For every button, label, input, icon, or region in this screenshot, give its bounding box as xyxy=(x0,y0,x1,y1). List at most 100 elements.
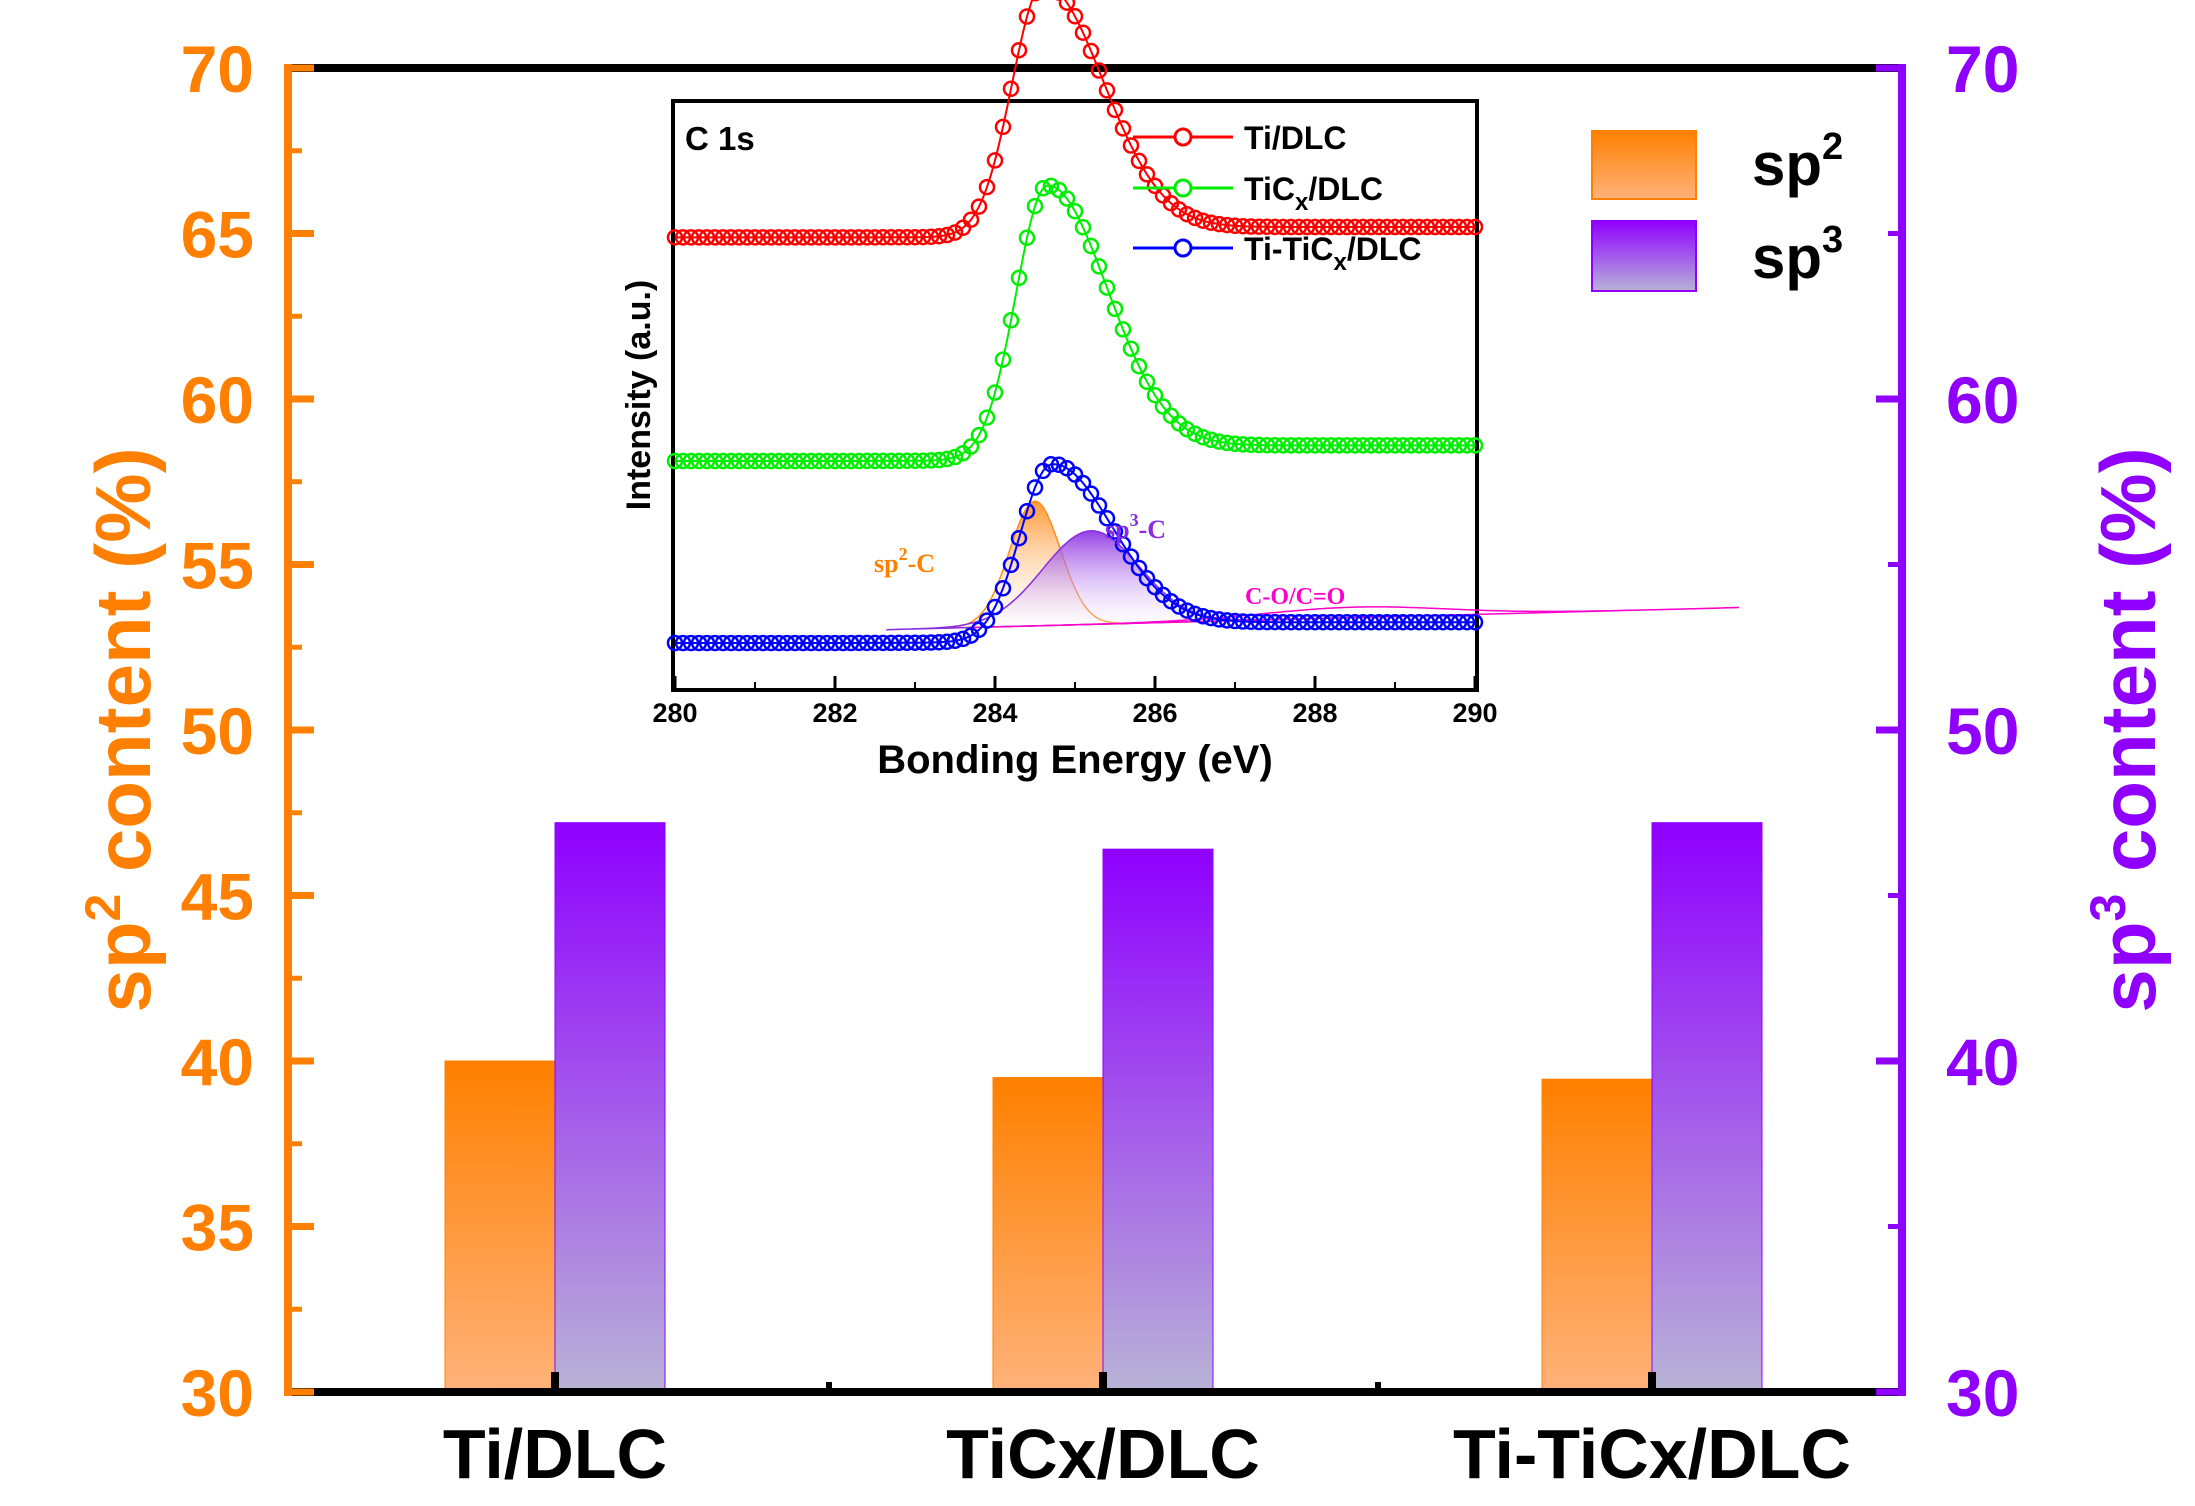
inset-marker xyxy=(858,229,876,246)
right-tick-label: 30 xyxy=(1946,1356,2019,1430)
inset-marker xyxy=(666,229,684,246)
inset-marker xyxy=(882,634,900,652)
inset-marker xyxy=(786,452,804,470)
inset-marker xyxy=(1034,180,1052,197)
inset-marker xyxy=(1410,437,1428,454)
legend-label-sp3: sp3 xyxy=(1752,219,1843,291)
legend: sp2 sp3 xyxy=(1591,126,1843,292)
inset-marker xyxy=(866,452,884,470)
x-axis-ticks: Ti/DLC TiCx/DLC Ti-TiCx/DLC xyxy=(443,1372,1851,1493)
inset-marker xyxy=(986,152,1004,169)
inset-marker xyxy=(994,580,1012,597)
inset-marker xyxy=(1122,548,1140,565)
left-y-axis-ticks: 30 35 40 45 50 55 60 65 70 xyxy=(181,32,314,1430)
inset-marker xyxy=(1114,321,1132,338)
legend-swatch-sp2 xyxy=(1591,130,1697,200)
left-tick-label: 55 xyxy=(181,529,254,603)
inset-marker xyxy=(1170,598,1188,615)
inset-marker xyxy=(1354,437,1372,454)
inset-legend-marker-2 xyxy=(1173,238,1193,258)
inset-marker xyxy=(962,438,980,455)
inset-marker xyxy=(1362,218,1380,236)
inset-marker xyxy=(786,634,804,652)
inset-legend-label-1: TiCx/DLC xyxy=(1244,171,1383,216)
inset-marker xyxy=(1018,8,1036,25)
inset-marker xyxy=(802,634,820,652)
inset-marker xyxy=(922,634,940,651)
inset-marker xyxy=(874,452,892,470)
inset-marker xyxy=(1050,456,1068,474)
inset-marker xyxy=(970,198,988,215)
inset-marker xyxy=(1298,613,1316,631)
inset-marker xyxy=(1002,312,1020,329)
inset-marker xyxy=(1434,613,1452,631)
inset-marker xyxy=(818,634,836,652)
inset-marker xyxy=(1098,82,1116,99)
inset-marker xyxy=(1082,42,1100,60)
inset-marker xyxy=(1066,202,1084,220)
inset-marker xyxy=(1218,434,1236,452)
bar-sp3-0 xyxy=(554,822,666,1393)
inset-marker xyxy=(1026,479,1044,496)
inset-marker xyxy=(1306,613,1324,631)
inset-marker xyxy=(1218,216,1236,234)
inset-marker xyxy=(978,409,996,426)
inset-annotation-co: C-O/C=O xyxy=(1245,584,1345,610)
inset-marker xyxy=(754,452,772,470)
inset-marker xyxy=(1130,152,1148,170)
inset-marker xyxy=(1138,166,1156,183)
inset-marker xyxy=(762,452,780,470)
inset-tick-label: 280 xyxy=(652,698,697,728)
inset-marker xyxy=(770,229,788,246)
inset-marker xyxy=(970,621,988,639)
inset-marker xyxy=(1226,612,1244,630)
inset-marker xyxy=(954,630,972,648)
inset-marker xyxy=(1018,229,1036,247)
inset-legend-label-2: Ti-TiCx/DLC xyxy=(1244,231,1422,276)
inset-marker xyxy=(1074,474,1092,492)
legend-label-sp2: sp2 xyxy=(1752,126,1843,198)
inset-marker xyxy=(1290,613,1308,631)
inset-marker xyxy=(674,452,692,470)
inset-marker xyxy=(1106,523,1124,540)
inset-marker xyxy=(810,229,828,246)
bar-sp2-2 xyxy=(1541,1078,1653,1393)
inset-marker xyxy=(1322,437,1340,454)
inset-marker xyxy=(1194,212,1212,229)
inset-marker xyxy=(1346,613,1364,631)
inset-marker xyxy=(930,451,948,469)
inset-tick-label: 284 xyxy=(972,698,1017,728)
inset-marker xyxy=(1466,218,1484,236)
inset-marker xyxy=(1002,80,1020,98)
inset-marker xyxy=(1450,437,1468,454)
inset-marker xyxy=(1394,218,1412,236)
bar-group xyxy=(444,822,1763,1393)
inset-marker xyxy=(890,634,908,652)
left-tick-label: 50 xyxy=(181,694,254,768)
inset-marker xyxy=(842,452,860,470)
inset-marker xyxy=(1226,217,1244,235)
inset-marker xyxy=(994,118,1012,136)
inset-marker xyxy=(1394,613,1412,631)
inset-marker xyxy=(1314,613,1332,631)
inset-marker xyxy=(1154,398,1172,415)
inset-marker xyxy=(1450,218,1468,236)
inset-marker xyxy=(1282,437,1300,454)
inset-marker xyxy=(1298,437,1316,454)
inset-marker xyxy=(946,448,964,466)
right-y-axis-title: sp3 content (%) xyxy=(2080,447,2172,1012)
inset-marker xyxy=(970,426,988,444)
inset-marker xyxy=(914,228,932,246)
inset-marker xyxy=(834,452,852,470)
inset-marker xyxy=(770,634,788,652)
inset-legend-label-0: Ti/DLC xyxy=(1244,120,1347,156)
inset-marker xyxy=(1234,217,1252,235)
inset-marker xyxy=(722,634,740,652)
inset-series-markers-2 xyxy=(666,456,1484,652)
inset-marker xyxy=(1354,613,1372,631)
inset-marker xyxy=(1306,437,1324,454)
inset-marker xyxy=(762,634,780,652)
inset-marker xyxy=(674,229,692,246)
inset-marker xyxy=(1202,609,1220,627)
inset-marker xyxy=(738,634,756,652)
